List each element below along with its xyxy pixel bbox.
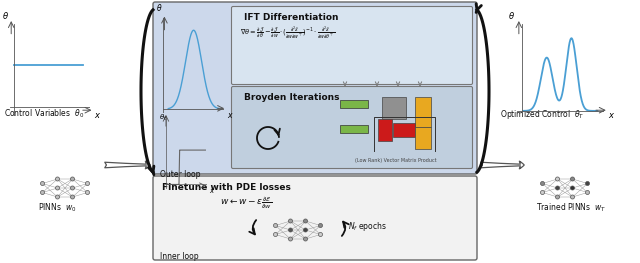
Bar xyxy=(378,119,392,141)
Circle shape xyxy=(319,224,323,227)
Circle shape xyxy=(56,177,60,181)
Bar xyxy=(382,97,406,119)
Bar xyxy=(340,100,368,108)
Text: Outer loop: Outer loop xyxy=(160,170,200,179)
Circle shape xyxy=(86,181,90,185)
Circle shape xyxy=(556,177,559,181)
Text: $x$: $x$ xyxy=(608,110,615,120)
FancyBboxPatch shape xyxy=(232,87,472,169)
Bar xyxy=(415,127,431,149)
Text: (Low Rank) Vector Matrix Product: (Low Rank) Vector Matrix Product xyxy=(355,158,436,163)
Text: $w \leftarrow w - \varepsilon\frac{\partial\mathcal{E}}{\partial w}$: $w \leftarrow w - \varepsilon\frac{\part… xyxy=(220,196,272,211)
FancyBboxPatch shape xyxy=(232,7,472,84)
Text: PINNs  $w_0$: PINNs $w_0$ xyxy=(38,202,76,215)
Circle shape xyxy=(273,224,278,227)
Circle shape xyxy=(319,232,323,236)
Circle shape xyxy=(556,195,559,199)
Circle shape xyxy=(70,177,74,181)
Text: $x$: $x$ xyxy=(209,187,215,195)
Text: Trained PINNs  $w_T$: Trained PINNs $w_T$ xyxy=(536,202,606,215)
Text: $\theta$: $\theta$ xyxy=(156,2,163,13)
Circle shape xyxy=(56,195,60,199)
Text: $x$: $x$ xyxy=(227,111,234,120)
Text: $\theta$: $\theta$ xyxy=(509,10,515,21)
Circle shape xyxy=(556,186,559,190)
Text: $\nabla\theta = \frac{\partial\mathcal{J}}{\partial\theta} - \frac{\partial\math: $\nabla\theta = \frac{\partial\mathcal{J… xyxy=(240,26,335,42)
Bar xyxy=(415,97,431,127)
Circle shape xyxy=(40,181,45,185)
Circle shape xyxy=(40,190,45,195)
Text: $N_f$ epochs: $N_f$ epochs xyxy=(348,220,387,233)
Circle shape xyxy=(289,228,292,232)
Circle shape xyxy=(289,219,292,223)
Circle shape xyxy=(570,177,575,181)
Text: IFT Differentiation: IFT Differentiation xyxy=(244,13,339,22)
Circle shape xyxy=(540,190,545,195)
Circle shape xyxy=(570,195,575,199)
Text: Broyden Iterations: Broyden Iterations xyxy=(244,93,339,102)
Bar xyxy=(393,123,415,137)
FancyBboxPatch shape xyxy=(153,176,477,260)
Circle shape xyxy=(70,195,74,199)
Text: Control Variables  $\theta_0$: Control Variables $\theta_0$ xyxy=(4,108,84,120)
Circle shape xyxy=(586,181,589,185)
Circle shape xyxy=(289,237,292,241)
Text: Finetune with PDE losses: Finetune with PDE losses xyxy=(162,183,291,192)
Circle shape xyxy=(86,190,90,195)
Text: $\theta$: $\theta$ xyxy=(1,10,8,21)
Circle shape xyxy=(303,219,308,223)
Circle shape xyxy=(303,228,308,232)
Text: $\theta_t$: $\theta_t$ xyxy=(159,112,167,123)
Circle shape xyxy=(540,181,545,185)
Circle shape xyxy=(570,186,575,190)
Circle shape xyxy=(273,232,278,236)
Circle shape xyxy=(303,237,308,241)
Bar xyxy=(340,125,368,133)
Circle shape xyxy=(586,190,589,195)
Text: Optimized Control  $\theta_T$: Optimized Control $\theta_T$ xyxy=(500,108,584,121)
Circle shape xyxy=(70,186,74,190)
FancyBboxPatch shape xyxy=(153,2,477,174)
Text: Inner loop: Inner loop xyxy=(160,252,198,261)
Circle shape xyxy=(56,186,60,190)
Text: $x$: $x$ xyxy=(93,110,101,120)
